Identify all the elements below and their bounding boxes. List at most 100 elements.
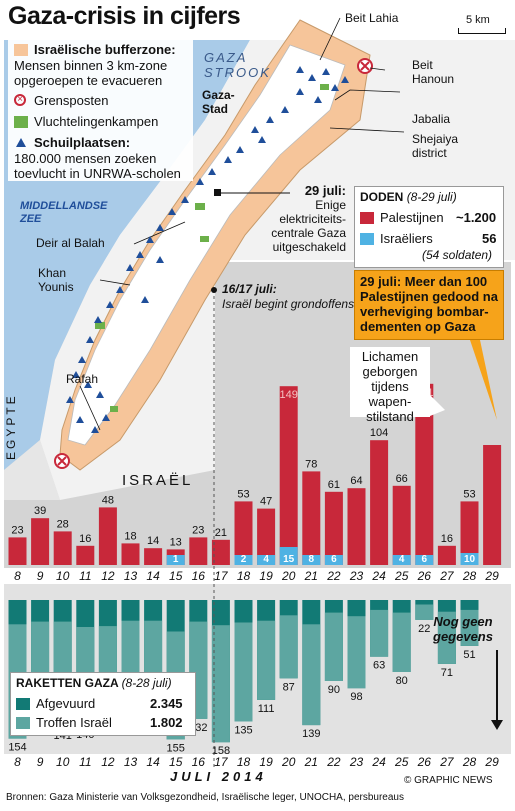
day-tick-label: 24: [371, 755, 386, 769]
shelter-icon: [141, 296, 149, 303]
ground-offensive-text: Israël begint grondoffensief: [222, 297, 367, 311]
shelter-icon: [86, 336, 94, 343]
palestinian-deaths-bar: [460, 501, 479, 565]
shelter-icon: [308, 74, 316, 81]
ground-offensive-date: 16/17 juli:: [222, 282, 277, 296]
power-plant-text: Enige elektriciteits-centrale Gaza uitge…: [271, 198, 346, 254]
palestinian-deaths-bar: [211, 539, 230, 565]
legend-vluchtelingenkampen: Vluchtelingenkampen: [34, 114, 159, 129]
shelter-icon: [66, 396, 74, 403]
day-tick-label: 10: [56, 755, 70, 769]
label-gaza-stad: Gaza-Stad: [202, 88, 235, 116]
shelter-icon: [331, 84, 339, 91]
day-tick-label: 20: [281, 755, 296, 769]
border-crossing-icon: [357, 58, 373, 74]
rockets-fired-label: 87: [283, 681, 295, 693]
hit-swatch: [16, 717, 30, 729]
map-legend: [8, 38, 193, 181]
israelis-value: 56: [482, 231, 497, 246]
palestinian-deaths-label: 23: [11, 524, 23, 536]
palestinian-deaths-label: 28: [57, 518, 69, 530]
rockets-legend: [10, 672, 196, 736]
shelter-icon: [96, 391, 104, 398]
fired-value: 2.345: [150, 696, 183, 711]
egypt-land: [4, 440, 60, 500]
israeli-deaths-label: 2: [241, 554, 247, 565]
palestinian-deaths-bar: [415, 383, 434, 565]
palestinian-deaths-label: 64: [350, 475, 362, 487]
shelter-icon: [146, 236, 154, 243]
day-tick-label: 14: [146, 569, 160, 583]
shelter-icon: [91, 426, 99, 433]
day-tick-label: 20: [281, 569, 296, 583]
palestinian-deaths-bar: [98, 507, 117, 565]
rockets-hit-bar: [392, 612, 411, 672]
credit: © GRAPHIC NEWS: [404, 775, 493, 786]
shelter-triangle-icon: [16, 138, 26, 147]
palestinians-value: ~1.200: [456, 210, 497, 225]
legend-buffer-text: Mensen binnen 3 km-zone opgeroepen te ev…: [14, 58, 168, 88]
shelter-icon: [224, 156, 232, 163]
day-tick-label: 23: [349, 755, 364, 769]
power-plant-annotation: 29 juli: Enige elektriciteits-centrale G…: [248, 184, 346, 255]
place-beit-hanoun: Beit Hanoun: [412, 58, 455, 86]
rockets-hit-bar: [460, 609, 479, 646]
day-tick-label: 14: [146, 755, 160, 769]
rockets-hit-bar: [437, 611, 456, 664]
day-tick-label: 27: [439, 755, 455, 769]
label-israel: ISRAËL: [122, 472, 194, 489]
rockets-period: (8-28 juli): [121, 676, 172, 690]
shelter-icon: [136, 251, 144, 258]
day-tick-label: 17: [214, 755, 229, 769]
no-data-arrow-head: [491, 720, 503, 730]
palestinian-deaths-bar: [302, 471, 321, 565]
scale-bar: [458, 28, 506, 34]
day-tick-label: 26: [417, 755, 432, 769]
month-label: JULI 2014: [170, 769, 267, 784]
rockets-fired-label: 139: [302, 728, 320, 740]
place-beit-lahia: Beit Lahia: [345, 11, 399, 25]
day-tick-label: 13: [124, 755, 138, 769]
palestinian-deaths-bar: [347, 488, 366, 565]
day-tick-label: 24: [371, 569, 386, 583]
rockets-fired-label: 135: [234, 725, 252, 737]
israeli-deaths-bar: [166, 555, 185, 565]
deaths-legend-title: DODEN (8-29 juli): [360, 190, 457, 204]
israeli-deaths-bar: [302, 555, 321, 565]
callout-box: 29 juli: Meer dan 100 Palestijnen gedood…: [354, 270, 504, 340]
israeli-deaths-label: 10: [464, 554, 476, 565]
israeli-deaths-bar: [257, 555, 276, 565]
rockets-legend-title: RAKETTEN GAZA (8-28 juli): [16, 676, 172, 690]
palestinian-deaths-bar: [483, 445, 502, 565]
fired-swatch: [16, 698, 30, 710]
day-tick-label: 28: [462, 569, 477, 583]
day-tick-label: 17: [214, 569, 229, 583]
palestinian-deaths-label: 14: [147, 535, 159, 547]
day-tick-label: 22: [326, 569, 341, 583]
shelter-icon: [314, 96, 322, 103]
palestinian-deaths-bar: [234, 501, 253, 565]
power-plant-marker: [214, 189, 221, 196]
place-deir-al-balah: Deir al Balah: [36, 236, 105, 250]
palestinian-deaths-label: 47: [260, 496, 272, 508]
palestinian-deaths-bar: [392, 485, 411, 565]
place-jabalia: Jabalia: [412, 112, 451, 126]
day-tick-label: 23: [349, 569, 364, 583]
israeli-deaths-label: 6: [331, 554, 337, 565]
israeli-deaths-label: 15: [283, 554, 295, 565]
israeli-deaths-label: 6: [422, 554, 428, 565]
palestinian-deaths-bar: [8, 537, 27, 565]
israeli-deaths-bar: [415, 555, 434, 565]
shelter-icon: [251, 126, 259, 133]
shelter-icon: [296, 66, 304, 73]
palestinian-deaths-label: 53: [463, 488, 475, 500]
israeli-deaths-label: 8: [309, 554, 315, 565]
border-crossing-icon: ×: [14, 94, 26, 106]
shelter-icon: [236, 146, 244, 153]
leader-lines: [79, 17, 405, 431]
rockets-hit-bar: [415, 604, 434, 620]
shelter-icon: [72, 371, 80, 378]
deaths-legend: [354, 186, 504, 268]
shelter-icon: [126, 264, 134, 271]
rockets-hit-bar: [257, 620, 276, 700]
